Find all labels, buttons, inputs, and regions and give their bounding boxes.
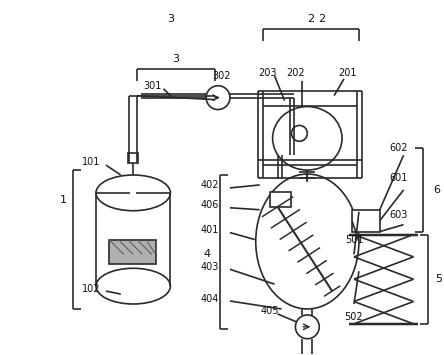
Text: 3: 3 — [172, 54, 179, 64]
Bar — [352, 210, 380, 231]
Circle shape — [295, 315, 319, 339]
Text: 301: 301 — [143, 81, 162, 91]
Bar — [270, 192, 291, 207]
Text: 501: 501 — [345, 235, 363, 245]
Text: 3: 3 — [167, 14, 174, 24]
Text: 203: 203 — [258, 68, 277, 78]
Text: 404: 404 — [201, 294, 219, 304]
Text: 2: 2 — [317, 14, 325, 24]
Text: 402: 402 — [201, 180, 219, 190]
Ellipse shape — [273, 106, 342, 170]
Text: 2: 2 — [307, 14, 314, 24]
Text: 405: 405 — [260, 306, 279, 316]
Text: 4: 4 — [203, 250, 211, 260]
Bar — [128, 153, 138, 163]
Text: 502: 502 — [345, 312, 363, 322]
Text: 406: 406 — [201, 200, 219, 210]
Text: 102: 102 — [82, 284, 100, 294]
Text: 101: 101 — [82, 157, 100, 167]
Text: 403: 403 — [201, 262, 219, 272]
Text: 603: 603 — [389, 210, 408, 220]
Ellipse shape — [256, 174, 359, 309]
Text: 6: 6 — [433, 185, 440, 195]
Text: 5: 5 — [435, 274, 442, 284]
Text: 601: 601 — [389, 173, 408, 183]
Circle shape — [206, 86, 230, 110]
Text: 1: 1 — [60, 195, 67, 205]
Text: 202: 202 — [286, 68, 305, 78]
Text: 602: 602 — [389, 143, 408, 153]
Text: 201: 201 — [338, 68, 356, 78]
Text: 401: 401 — [201, 225, 219, 235]
Text: 302: 302 — [213, 71, 231, 81]
Bar — [109, 240, 155, 264]
